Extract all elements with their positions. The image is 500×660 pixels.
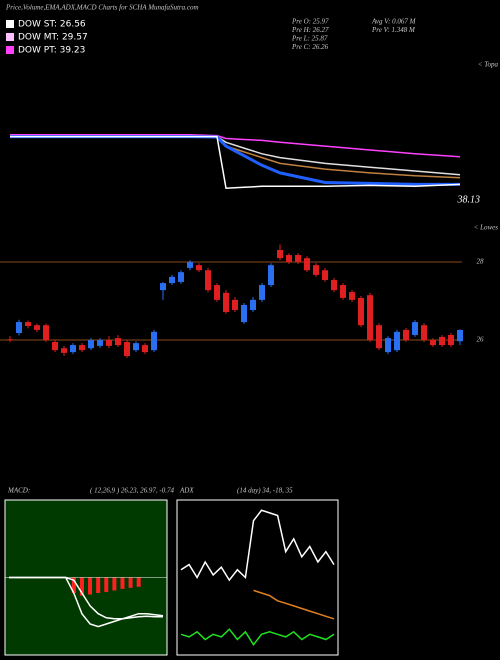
candle-body (133, 343, 139, 351)
legend-swatch (6, 46, 14, 54)
candle-body (169, 276, 175, 284)
candle-body (349, 292, 355, 300)
candle-body (142, 345, 148, 353)
candle-body (34, 325, 40, 330)
stat: Pre H: 26.27 (291, 26, 329, 34)
series-line (180, 628, 335, 647)
legend-swatch (6, 33, 14, 41)
stat: Avg V: 0.067 M (371, 18, 417, 26)
histogram-bar (112, 577, 117, 591)
candle-body (97, 340, 103, 346)
histogram-bar (79, 577, 84, 596)
legend-swatch (6, 20, 14, 28)
series-line (10, 133, 461, 158)
candle-body (25, 322, 31, 326)
candle-body (268, 265, 274, 286)
candle-body (61, 348, 67, 353)
stat: Pre C: 26.26 (291, 43, 329, 51)
candle-body (376, 325, 382, 349)
stat: Pre L: 25.87 (291, 35, 328, 43)
candle-body (295, 255, 301, 263)
candle-body (322, 270, 328, 280)
candle-body (7, 339, 13, 341)
candle-body (151, 331, 157, 351)
series-line (253, 589, 335, 620)
candle-body (70, 345, 76, 353)
candle-body (52, 341, 58, 351)
candle-body (124, 341, 130, 357)
histogram-bar (104, 577, 109, 592)
candle-body (421, 325, 427, 341)
candle-body (394, 331, 400, 351)
series-line (10, 135, 461, 179)
candle-body (223, 292, 229, 312)
panel-corner-label: < Lowes (474, 224, 499, 232)
panel-annotation: 38.13 (457, 194, 481, 205)
stat: Pre O: 25.97 (291, 18, 329, 26)
candle-body (16, 322, 22, 334)
histogram-bar (136, 577, 141, 587)
candle-body (214, 285, 220, 300)
histogram-bar (96, 577, 101, 593)
candle-body (304, 258, 310, 271)
candle-body (259, 285, 265, 300)
panel-corner-label: < Topa (478, 61, 499, 69)
candle-body (430, 340, 436, 346)
candle-body (196, 265, 202, 271)
candle-body (439, 336, 445, 346)
panel-title: ( 12,26,9 ) 26.23, 26.97, -0.74 (90, 487, 174, 495)
histogram-bar (88, 577, 93, 595)
candle-body (232, 299, 238, 311)
candle-body (178, 272, 184, 282)
panel-title: (14 day) 34, -18, 35 (237, 487, 293, 495)
candle-body (241, 304, 247, 323)
candle-body (106, 340, 112, 346)
legend: DOW ST: 26.56 DOW MT: 29.57 DOW PT: 39.23 (6, 20, 88, 56)
candle-body (385, 338, 391, 353)
page-title: Price,Volume,EMA,ADX,MACD Charts for SCH… (5, 4, 199, 12)
panel-label: ADX (179, 487, 194, 495)
y-tick-label: 26 (477, 336, 485, 344)
candle-body (277, 249, 283, 259)
candle-body (160, 283, 166, 291)
y-tick-label: 28 (477, 258, 485, 266)
panel-background (176, 499, 339, 656)
candle-body (205, 270, 211, 291)
histogram-bar (71, 577, 76, 593)
candle-body (340, 285, 346, 298)
candle-body (403, 329, 409, 341)
series-line (180, 509, 335, 582)
histogram-bar (128, 577, 133, 588)
series-line (10, 135, 460, 186)
legend-label: DOW PT: 39.23 (18, 46, 85, 56)
candle-body (250, 299, 256, 311)
series-line (10, 135, 461, 189)
panel-label: MACD: (7, 487, 30, 495)
candle-body (286, 255, 292, 263)
candle-body (115, 338, 121, 346)
legend-label: DOW MT: 29.57 (18, 33, 88, 43)
candle-body (448, 334, 454, 346)
stat: Pre V: 1.348 M (371, 26, 416, 34)
candle-body (457, 329, 463, 342)
series-line (10, 135, 461, 176)
candle-body (367, 295, 373, 341)
candle-body (412, 322, 418, 335)
histogram-bar (120, 577, 125, 589)
candle-body (79, 345, 85, 351)
candle-body (331, 279, 337, 291)
candle-body (88, 340, 94, 349)
legend-label: DOW ST: 26.56 (18, 20, 86, 30)
candle-body (313, 265, 319, 275)
candle-body (43, 325, 49, 341)
candle-body (358, 297, 364, 326)
candle-body (187, 262, 193, 268)
